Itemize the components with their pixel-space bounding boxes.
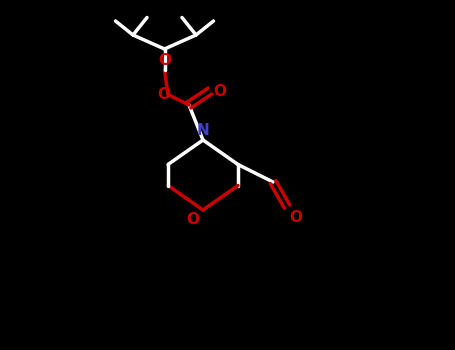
- Text: O: O: [187, 212, 199, 227]
- Text: O: O: [213, 84, 227, 98]
- Text: N: N: [197, 123, 209, 138]
- Text: O: O: [157, 87, 170, 102]
- Text: O: O: [158, 53, 171, 68]
- Text: O: O: [289, 210, 302, 225]
